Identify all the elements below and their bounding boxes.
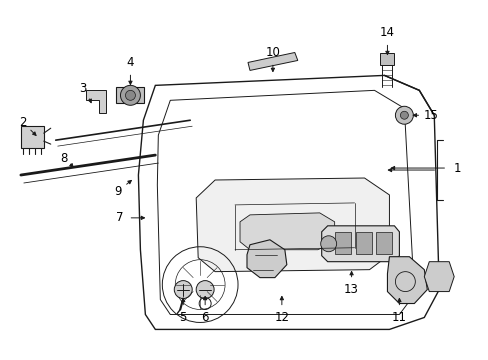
Text: 6: 6 [201, 311, 208, 324]
Polygon shape [355, 232, 371, 254]
Polygon shape [85, 90, 105, 113]
Text: 11: 11 [391, 311, 406, 324]
Polygon shape [247, 53, 297, 71]
Text: 14: 14 [379, 26, 394, 39]
Polygon shape [376, 232, 392, 254]
Circle shape [125, 90, 135, 100]
Text: 2: 2 [19, 116, 26, 129]
Polygon shape [424, 262, 453, 292]
Polygon shape [196, 178, 388, 272]
Circle shape [395, 106, 412, 124]
Polygon shape [116, 87, 144, 103]
Text: 15: 15 [423, 109, 438, 122]
Circle shape [174, 280, 192, 298]
Polygon shape [386, 257, 427, 303]
Text: 12: 12 [274, 311, 289, 324]
Text: 5: 5 [179, 311, 186, 324]
Text: 10: 10 [265, 46, 280, 59]
Polygon shape [21, 126, 44, 148]
Circle shape [400, 111, 407, 119]
Text: 4: 4 [126, 56, 134, 69]
Circle shape [120, 85, 140, 105]
Text: 8: 8 [60, 152, 67, 165]
Polygon shape [246, 240, 286, 278]
Text: 3: 3 [79, 82, 86, 95]
Circle shape [320, 236, 336, 252]
Text: 1: 1 [452, 162, 460, 175]
Text: 13: 13 [344, 283, 358, 296]
Polygon shape [321, 226, 399, 262]
Polygon shape [240, 213, 334, 250]
Circle shape [196, 280, 214, 298]
Text: 9: 9 [115, 185, 122, 198]
Text: 7: 7 [116, 211, 123, 224]
Polygon shape [380, 54, 394, 66]
Polygon shape [334, 232, 350, 254]
